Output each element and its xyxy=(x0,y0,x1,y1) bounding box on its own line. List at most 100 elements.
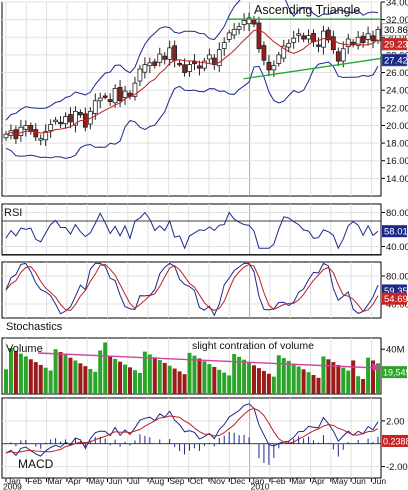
volume-bar xyxy=(68,357,73,394)
candle-body xyxy=(291,37,297,43)
candle-body xyxy=(33,129,39,138)
x-tick-label: Oct xyxy=(190,476,204,486)
last-value-tag xyxy=(381,37,408,51)
volume-bar xyxy=(202,361,207,394)
last-value-tag xyxy=(381,23,408,36)
volume-bar xyxy=(336,364,341,394)
volume-bar xyxy=(38,364,43,394)
x-axis: Jan Feb Mar Apr May Jun Jul Aug Sep Oct Nov Dec Jan F… xyxy=(3,476,386,490)
candle-body xyxy=(266,61,272,71)
volume-bar xyxy=(28,359,33,394)
price-tick-label: 14.00 xyxy=(386,174,408,185)
macd-line xyxy=(5,403,379,457)
x-tick-label: Feb xyxy=(271,476,286,486)
price-tick-label: 26.00 xyxy=(386,68,408,79)
candle-body xyxy=(58,121,63,125)
candle-body xyxy=(28,125,34,133)
candle-body xyxy=(38,138,44,141)
volume-bar xyxy=(376,363,380,394)
volume-bar xyxy=(172,368,177,394)
candle-body xyxy=(122,90,128,98)
volume-bar xyxy=(212,366,217,394)
candle-body xyxy=(107,99,113,103)
volume-panel: 40M 19,549 Volume slight contration of vo… xyxy=(4,338,408,394)
volume-last-tag xyxy=(382,366,407,379)
volume-bar xyxy=(247,362,252,394)
candle-body xyxy=(18,126,24,136)
price-tick-label: 34.00 xyxy=(386,0,408,9)
macd-tick-label: 2.00 xyxy=(386,416,405,427)
candle-body xyxy=(48,124,54,131)
stoch-tick-label: 40.00 xyxy=(386,300,408,311)
volume-bar xyxy=(222,372,227,394)
volume-bar xyxy=(33,362,38,394)
candle-body xyxy=(157,53,163,63)
candle-body xyxy=(271,65,277,71)
candle-body xyxy=(350,41,356,45)
volume-bars xyxy=(4,342,380,394)
rsi-tick-label: 40.00 xyxy=(386,242,408,253)
rsi-tick-label: 80.00 xyxy=(386,208,408,219)
volume-bar xyxy=(232,354,237,394)
candle-body xyxy=(306,35,311,40)
x-tick-label: Sep xyxy=(169,476,184,486)
candle-body xyxy=(147,62,153,67)
candle-body xyxy=(117,86,123,102)
volume-bar xyxy=(341,367,346,394)
volume-bar xyxy=(237,356,242,394)
support-line xyxy=(243,57,382,80)
candle-body xyxy=(345,38,351,48)
volume-bar xyxy=(83,366,88,394)
candle-body xyxy=(201,60,207,69)
volume-bar xyxy=(113,358,118,394)
volume-bar xyxy=(316,377,321,394)
stochastic-k-line xyxy=(5,262,379,317)
volume-bar xyxy=(217,369,222,394)
volume-bar xyxy=(321,356,326,394)
candle-body xyxy=(340,48,346,62)
candle-body xyxy=(281,45,287,59)
volume-bar xyxy=(162,362,167,394)
volume-bar xyxy=(118,361,123,394)
volume-bar xyxy=(93,371,98,394)
candle-body xyxy=(53,119,58,123)
stochastic-d-tag xyxy=(382,292,407,305)
candle-body xyxy=(68,114,73,123)
volume-bar xyxy=(261,370,266,394)
last-value-label: 27.42 xyxy=(384,56,408,67)
x-tick-label: Jan xyxy=(7,476,21,486)
macd-panel: 2.00 -2.00 0.2388 MACD xyxy=(2,398,408,478)
stochastics-label: Stochastics xyxy=(6,321,63,333)
volume-bar xyxy=(147,354,152,394)
candle-body xyxy=(132,82,138,97)
volume-bar xyxy=(192,355,197,394)
rsi-label: RSI xyxy=(4,207,22,219)
volume-bar xyxy=(187,352,192,394)
volume-bar xyxy=(281,358,286,394)
candle-body xyxy=(370,35,376,42)
volume-bar xyxy=(266,373,271,394)
x-tick-label: Apr xyxy=(68,476,81,486)
candle-body xyxy=(246,17,252,25)
candle-body xyxy=(241,20,247,25)
volume-bar xyxy=(58,352,63,394)
macd-signal-line xyxy=(5,407,379,454)
volume-bar xyxy=(78,363,83,394)
x-tick-label: Mar xyxy=(291,476,306,486)
rsi-last-value: 58.01 xyxy=(384,227,408,238)
volume-bar xyxy=(361,379,366,394)
x-tick-label: Jun xyxy=(352,476,366,486)
volume-bar xyxy=(177,371,182,394)
candle-body xyxy=(301,35,307,40)
volume-bar xyxy=(8,347,13,394)
volume-bar xyxy=(43,367,48,394)
volume-bar xyxy=(326,359,331,394)
volume-bar xyxy=(271,376,276,394)
x-tick-label: Jun xyxy=(372,476,386,486)
x-tick-label: Nov xyxy=(210,476,226,486)
price-tick-label: 16.00 xyxy=(386,156,408,167)
volume-bar xyxy=(157,360,162,394)
candle-body xyxy=(226,32,232,40)
